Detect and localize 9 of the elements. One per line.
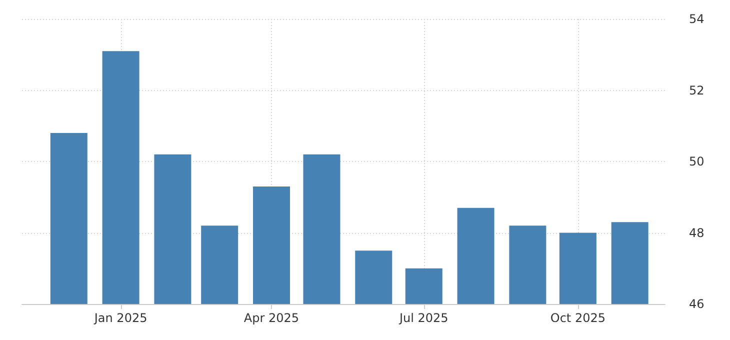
y-tick-label: 50	[689, 154, 704, 168]
y-tick-label: 52	[689, 83, 704, 98]
y-tick-label: 54	[689, 12, 704, 26]
x-tick-label: Jan 2025	[93, 311, 148, 325]
x-tick-label: Apr 2025	[244, 311, 300, 325]
y-tick-label: 48	[689, 226, 704, 240]
y-tick-label: 46	[689, 297, 704, 311]
x-tick-label: Oct 2025	[550, 311, 606, 325]
x-tick-label: Jul 2025	[398, 311, 448, 325]
